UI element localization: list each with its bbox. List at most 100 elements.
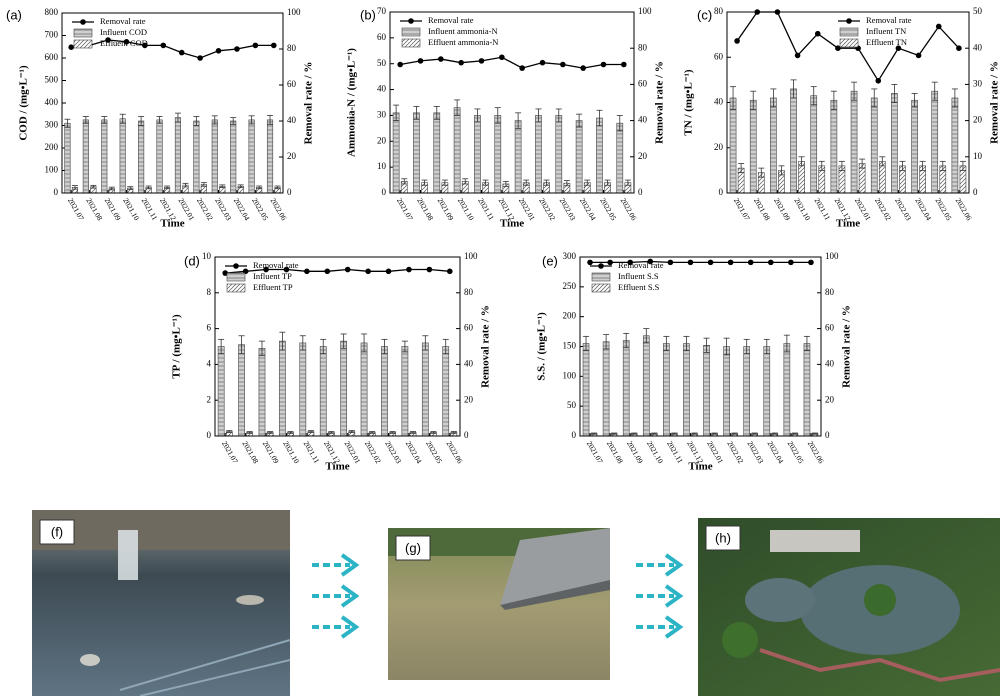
- x-tick-label: 2022.02: [873, 196, 893, 222]
- legend-swatch: [74, 29, 92, 37]
- y-tick-label: 200: [563, 311, 577, 321]
- panel-label: (d): [184, 253, 200, 268]
- x-tick-label: 2021.10: [645, 439, 665, 465]
- bar: [413, 113, 419, 193]
- y-tick-label: 10: [202, 251, 212, 261]
- x-tick-label: 2021.11: [302, 439, 322, 465]
- marker: [519, 65, 525, 71]
- marker: [406, 267, 412, 273]
- legend-label: Influent S.S: [618, 271, 659, 281]
- legend-label: Removal rate: [866, 15, 912, 25]
- legend-marker: [598, 263, 604, 269]
- bar: [515, 121, 521, 193]
- bar: [952, 98, 958, 193]
- panel-label: (b): [360, 7, 376, 22]
- y2-tick-label: 20: [973, 115, 983, 125]
- x-tick-label: 2021.11: [813, 196, 833, 222]
- bar: [912, 100, 918, 193]
- y2-tick-label: 40: [638, 115, 648, 125]
- x-tick-label: 2021.09: [772, 196, 792, 222]
- bar: [583, 344, 589, 436]
- bar: [871, 98, 877, 193]
- legend-swatch: [74, 40, 92, 48]
- marker: [621, 62, 627, 68]
- y2-tick-label: 20: [287, 151, 297, 161]
- bar: [102, 120, 108, 193]
- legend-swatch: [592, 273, 610, 281]
- y2-tick-label: 0: [464, 430, 469, 440]
- bar: [361, 343, 367, 436]
- bar: [770, 98, 776, 193]
- x-tick-label: 2021.08: [415, 196, 435, 222]
- legend-marker: [846, 18, 852, 24]
- y-tick-label: 150: [563, 341, 577, 351]
- bar: [831, 100, 837, 193]
- x-tick-label: 2021.10: [121, 196, 141, 222]
- x-tick-label: 2022.05: [250, 196, 270, 222]
- bar: [443, 347, 449, 437]
- marker: [197, 55, 203, 61]
- x-tick-label: 2021.07: [220, 439, 240, 465]
- marker: [479, 58, 485, 64]
- x-tick-label: 2022.03: [558, 196, 578, 222]
- x-tick-label: 2022.02: [195, 196, 215, 222]
- x-tick-label: 2021.07: [732, 196, 752, 222]
- photo-f: (f): [32, 510, 290, 696]
- y-axis-label: TN / (mg•L⁻¹): [683, 69, 695, 135]
- marker: [916, 53, 922, 59]
- marker: [815, 31, 821, 37]
- bar: [381, 347, 387, 437]
- y2-tick-label: 20: [464, 394, 474, 404]
- x-tick-label: 2022.04: [404, 439, 424, 465]
- y2-tick-label: 80: [825, 287, 835, 297]
- legend-marker: [80, 19, 86, 25]
- y-tick-label: 20: [377, 135, 387, 145]
- photo-g: (g): [388, 528, 610, 680]
- x-tick-label: 2022.06: [445, 439, 465, 465]
- bar: [320, 347, 326, 437]
- x-tick-label: 2022.05: [786, 439, 806, 465]
- bar: [704, 345, 710, 436]
- marker: [728, 260, 734, 266]
- marker: [580, 65, 586, 71]
- marker: [607, 260, 613, 266]
- marker: [324, 269, 330, 275]
- x-tick-label: 2021.09: [103, 196, 123, 222]
- x-tick-label: 2021.10: [456, 196, 476, 222]
- figure: (f) (g) (h) (a)0100200300400500600700800…: [0, 0, 1000, 696]
- y-tick-label: 800: [45, 7, 59, 17]
- x-tick-label: 2021.11: [140, 196, 160, 222]
- y-tick-label: 70: [377, 6, 387, 16]
- marker: [234, 46, 240, 52]
- bar: [804, 344, 810, 436]
- bar: [230, 121, 236, 193]
- x-tick-label: 2022.06: [269, 196, 289, 222]
- y-tick-label: 60: [377, 32, 387, 42]
- legend-label: Effluent TN: [866, 37, 907, 47]
- bar: [259, 348, 265, 436]
- marker: [253, 43, 259, 49]
- marker: [179, 50, 185, 56]
- x-tick-label: 2022.05: [934, 196, 954, 222]
- marker: [499, 54, 505, 60]
- bar: [249, 120, 255, 193]
- bar: [83, 120, 89, 193]
- marker: [216, 48, 222, 54]
- bar: [157, 120, 163, 193]
- marker: [808, 260, 814, 266]
- bar: [474, 115, 480, 193]
- bar: [643, 336, 649, 436]
- legend-swatch: [227, 284, 245, 292]
- bar: [393, 113, 399, 193]
- y2-tick-label: 100: [825, 251, 839, 261]
- bar: [454, 108, 460, 193]
- marker: [458, 60, 464, 66]
- y2-tick-label: 100: [638, 6, 652, 16]
- y2-tick-label: 0: [638, 187, 643, 197]
- x-axis-label: Time: [325, 461, 349, 473]
- y-tick-label: 40: [377, 84, 387, 94]
- bar: [596, 118, 602, 193]
- bar: [535, 115, 541, 193]
- x-tick-label: 2022.06: [619, 196, 639, 222]
- line: [400, 57, 624, 68]
